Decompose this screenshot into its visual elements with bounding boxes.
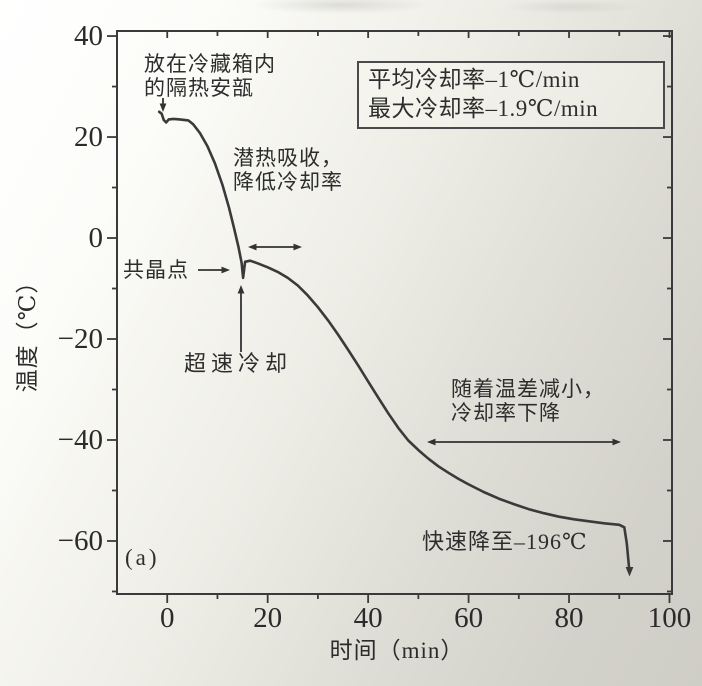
y-tick-label: 0 — [88, 222, 104, 255]
plot-frame — [116, 30, 673, 595]
cooling-curve-line — [157, 110, 631, 572]
x-tick-label: 60 — [454, 602, 484, 634]
annotation-temp-diff: 随着温差减小， 冷却率下降 — [451, 377, 605, 425]
annotation-eutectic-point: 共晶点 — [123, 258, 189, 282]
legend-line-average-rate: 平均冷却率–1℃/min — [368, 67, 580, 92]
x-axis-title: 时间（min） — [329, 638, 465, 663]
rapid-cooling-arrow-up-icon — [237, 285, 245, 352]
annotation-rapid-cooling: 超速冷却 — [184, 351, 293, 376]
eutectic-arrow-right-icon — [198, 266, 230, 274]
annotation-ampoule: 放在冷藏箱内 的隔热安瓿 — [144, 52, 276, 100]
y-tick-label: −60 — [57, 524, 103, 557]
legend-box: 平均冷却率–1℃/min 最大冷却率–1.9℃/min — [357, 61, 665, 129]
y-tick-label: −40 — [57, 423, 103, 456]
x-tick-label: 40 — [353, 602, 383, 634]
y-tick-label: 20 — [74, 121, 103, 154]
annotation-final-drop: 快速降至–196℃ — [422, 529, 588, 554]
y-axis-title: 温度（℃） — [15, 269, 40, 393]
x-tick-label: 80 — [554, 602, 584, 634]
annotation-latent-heat: 潜热吸收， 降低冷却率 — [233, 146, 343, 194]
y-tick-label: −20 — [57, 323, 103, 355]
ampoule-arrow-down-icon — [159, 98, 167, 112]
x-tick-label: 100 — [647, 602, 692, 634]
y-tick-label: 40 — [74, 20, 103, 53]
curve-end-arrowhead-icon — [625, 567, 634, 577]
legend-line-max-rate: 最大冷却率–1.9℃/min — [368, 96, 599, 121]
x-tick-label: 20 — [253, 602, 283, 634]
temp-diff-range-arrow-icon — [427, 438, 621, 446]
panel-label: (a) — [125, 545, 160, 570]
latent-heat-range-arrow-icon — [248, 243, 302, 251]
annotation-arrows — [159, 98, 621, 446]
x-tick-label: 0 — [159, 602, 175, 634]
tick-marks — [107, 31, 672, 603]
